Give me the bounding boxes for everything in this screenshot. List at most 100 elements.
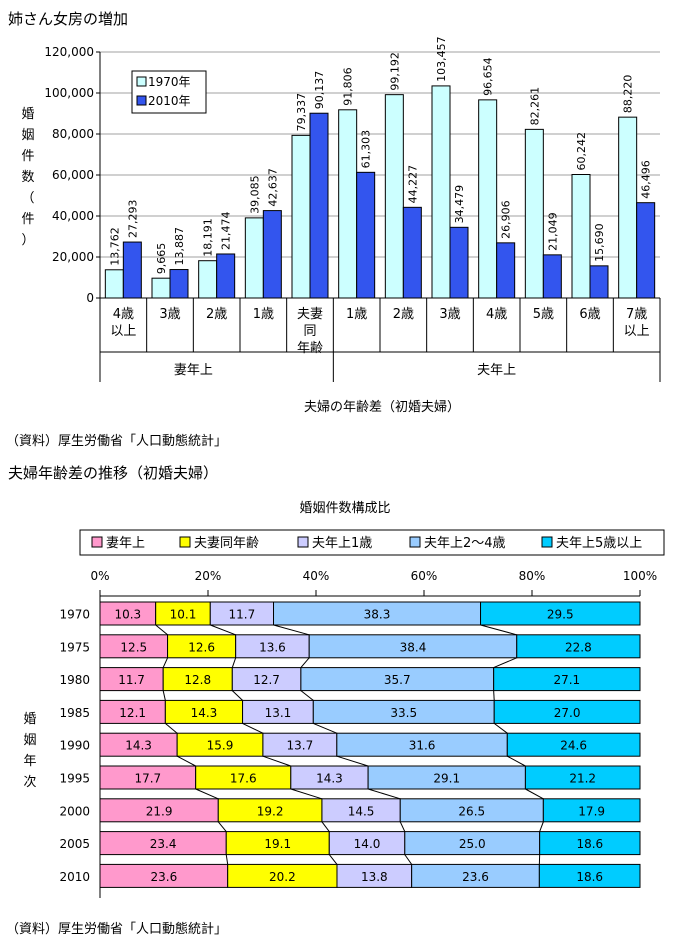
data-label: 21.9 [146,804,173,818]
bar-segment [538,863,641,888]
legend-swatch [179,536,191,548]
legend-label: 夫年上2～4歳 [424,536,506,551]
data-label: 38.3 [364,608,391,622]
data-label: 33.5 [390,706,417,720]
data-label: 12.8 [184,673,211,687]
series-line [225,854,229,865]
x-tick-label: 100% [623,569,657,583]
bar-segment [516,634,641,659]
x-axis-label: 夫婦の年齢差（初婚夫婦） [304,399,460,415]
series-line [217,821,227,832]
series-line [300,690,314,701]
data-label: 39,085 [248,175,261,214]
data-label: 79,337 [295,93,308,132]
chart2-title: 夫婦年齢差の推移（初婚夫婦） [8,464,219,482]
y-axis-label-char: 年 [23,754,36,769]
data-label: 14.3 [125,739,152,753]
data-label: 15,690 [593,223,606,262]
category-label: 4歳 [113,307,134,322]
data-label: 13,762 [108,227,121,266]
data-label: 27.0 [554,706,581,720]
data-label: 82,261 [528,87,541,126]
legend: 1970年 2010年 [131,70,207,114]
category-label: 3歳 [159,307,180,322]
y-axis-label-char: （ [21,191,34,206]
x-tick-label: 20% [195,569,222,583]
bar [104,269,124,299]
bar-chart-marriages-by-age-gap: 0 20,000 40,000 60,000 80,000 100,000 120,000 婚… [21,36,661,415]
data-label: 14.3 [191,706,218,720]
category-label: 1970 [59,608,90,622]
data-label: 27.1 [553,673,580,687]
legend-swatch [91,536,103,548]
data-label: 29.1 [433,772,460,786]
data-label: 19.2 [257,804,284,818]
category-label: 2005 [59,837,90,851]
data-label: 35.7 [384,673,411,687]
data-label: 13.8 [361,870,388,884]
series-line [367,788,401,800]
series-line [328,854,338,865]
series-line [231,657,237,668]
data-label: 21,049 [546,212,559,251]
x-tick-label: 0% [90,569,109,583]
data-label: 14.0 [354,837,381,851]
series-line [231,690,243,701]
data-label: 14.3 [316,772,343,786]
legend-box [79,529,665,556]
series-line [507,755,526,767]
data-label: 103,457 [435,36,448,82]
bar [636,202,656,299]
bar [309,112,329,299]
series-line [262,755,291,767]
category-label: 2歳 [393,307,414,322]
y-axis-label-char: 次 [23,774,36,790]
y-tick-label: 80,000 [52,127,94,141]
category-label: 2010 [59,870,90,884]
series-line [493,690,495,701]
bar-segment [506,732,641,757]
series-line [525,788,544,800]
bar-segment [524,765,641,790]
series-line [155,624,168,636]
series-line [493,722,508,734]
category-label: 以上 [110,324,136,339]
y-tick-label: 0 [86,291,94,305]
data-label: 12.1 [119,706,146,720]
data-label: 88,220 [622,75,635,114]
bar [244,217,264,299]
bar-segment [480,601,641,626]
chart1-title: 姉さん女房の増加 [8,10,129,28]
y-axis-label-char: 件 [21,149,34,164]
bar [291,134,311,299]
y-axis-label: 婚姻件数（件） [21,107,34,248]
legend-swatch [136,95,147,106]
data-label: 22.8 [565,640,592,654]
data-label: 42,637 [266,168,279,207]
series-line [165,723,178,734]
data-label: 27,293 [126,200,139,239]
bar [496,242,516,299]
data-label: 13.1 [265,706,292,720]
data-label: 11.7 [118,673,145,687]
category-label: 5歳 [533,307,554,322]
category-label: 以上 [624,324,650,339]
data-label: 15.9 [207,739,234,753]
y-axis-label-char: ） [21,233,34,248]
series-line [300,657,310,668]
data-label: 26,906 [500,200,513,238]
data-label: 29.5 [547,608,574,622]
category-label: 4歳 [486,307,507,322]
data-label: 31.6 [409,739,436,753]
data-label: 12.5 [120,640,147,654]
data-label: 23.6 [462,870,489,884]
data-label: 17.9 [578,804,605,818]
legend-label: 夫年上5歳以上 [556,536,642,551]
x-tick-label: 80% [519,569,546,583]
chart2-source: （資料）厚生労働省「人口動態統計」 [6,922,228,937]
y-axis-label-char: 数 [21,170,34,185]
series-line [313,722,338,734]
data-label: 46,496 [640,160,653,199]
chart1-source: （資料）厚生労働省「人口動態統計」 [6,434,228,449]
data-label: 17.6 [230,772,257,786]
